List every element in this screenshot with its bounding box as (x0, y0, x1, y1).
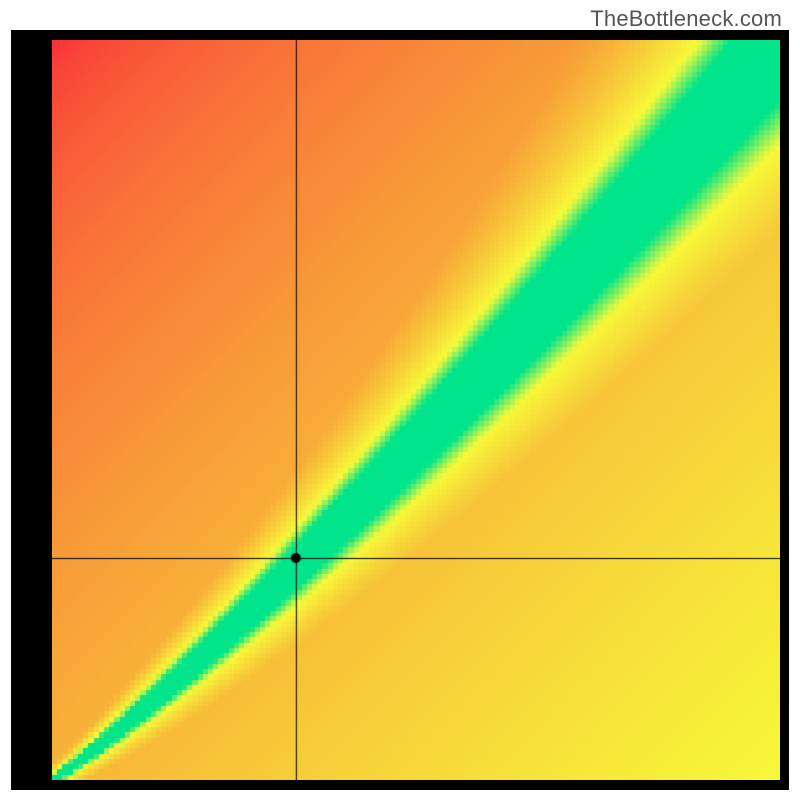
heatmap-canvas (52, 40, 780, 780)
frame-right (780, 30, 789, 790)
frame-left (11, 30, 52, 790)
frame-bottom (11, 780, 789, 790)
plot-area (52, 40, 780, 780)
watermark-text: TheBottleneck.com (590, 6, 782, 32)
chart-container: TheBottleneck.com (0, 0, 800, 800)
